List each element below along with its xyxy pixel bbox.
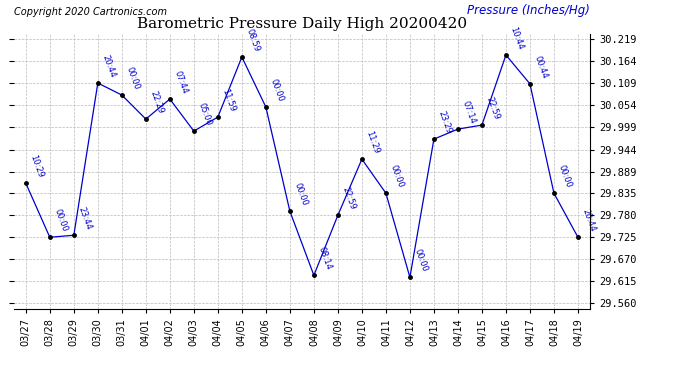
Text: 00:00: 00:00 — [268, 78, 285, 103]
Text: 22:59: 22:59 — [484, 96, 501, 121]
Text: 05:00: 05:00 — [197, 102, 213, 127]
Text: 11:29: 11:29 — [365, 130, 382, 155]
Text: 00:00: 00:00 — [413, 248, 429, 273]
Text: 22:29: 22:29 — [148, 90, 165, 115]
Text: 00:00: 00:00 — [125, 66, 141, 91]
Text: 10:44: 10:44 — [509, 26, 525, 51]
Text: 00:00: 00:00 — [52, 208, 69, 233]
Text: 08:14: 08:14 — [317, 246, 333, 271]
Text: 00:00: 00:00 — [557, 164, 573, 189]
Text: 22:59: 22:59 — [341, 186, 357, 211]
Text: 23:29: 23:29 — [437, 110, 453, 135]
Text: 00:44: 00:44 — [533, 54, 549, 80]
Text: 11:59: 11:59 — [221, 87, 237, 113]
Text: 23:44: 23:44 — [77, 206, 93, 231]
Text: 07:14: 07:14 — [461, 99, 477, 125]
Text: 00:00: 00:00 — [293, 182, 309, 207]
Text: 20:44: 20:44 — [581, 208, 598, 233]
Text: 08:59: 08:59 — [245, 27, 262, 53]
Text: Copyright 2020 Cartronics.com: Copyright 2020 Cartronics.com — [14, 7, 167, 17]
Text: 07:44: 07:44 — [172, 69, 189, 95]
Text: 10:29: 10:29 — [28, 154, 45, 179]
Text: Pressure (Inches/Hg): Pressure (Inches/Hg) — [467, 4, 590, 17]
Text: 00:00: 00:00 — [388, 164, 405, 189]
Title: Barometric Pressure Daily High 20200420: Barometric Pressure Daily High 20200420 — [137, 17, 467, 31]
Text: 20:44: 20:44 — [101, 54, 117, 79]
